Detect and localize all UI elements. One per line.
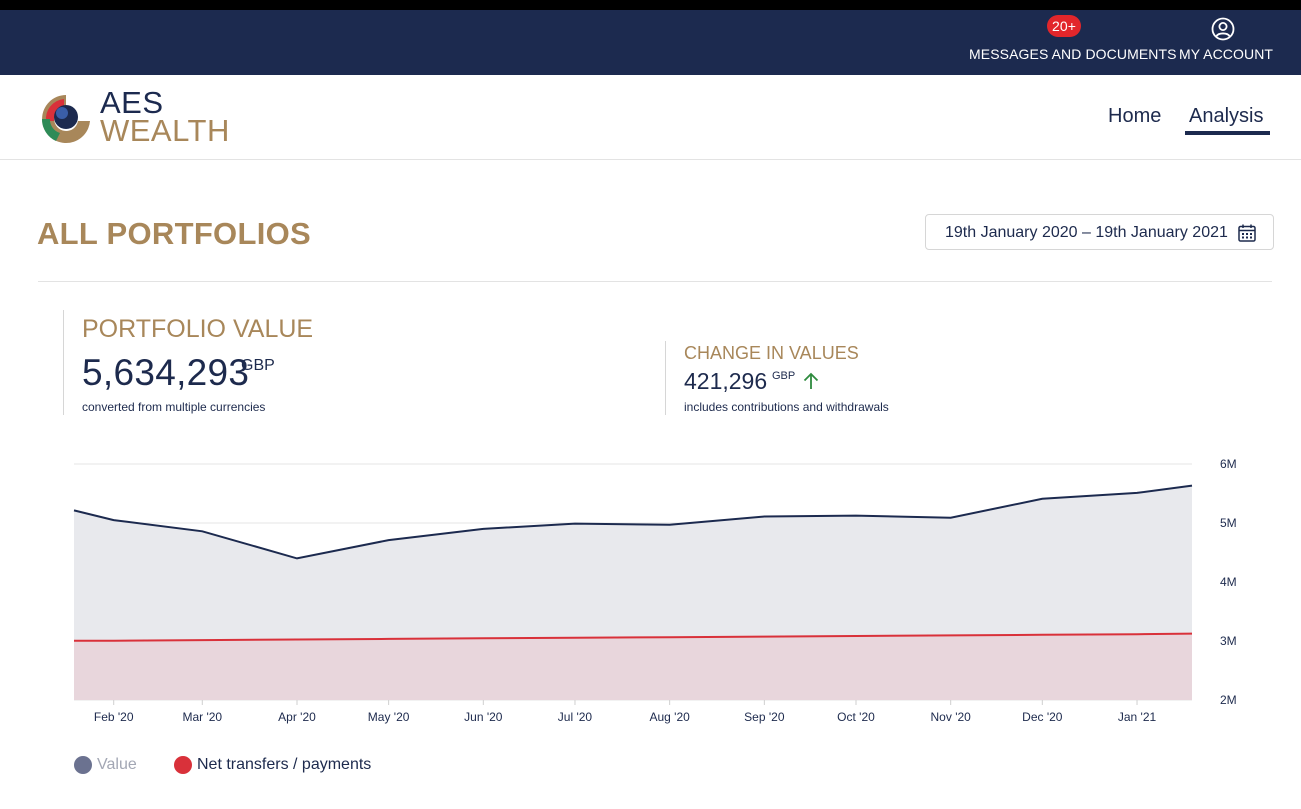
chart-areas: [74, 485, 1192, 700]
portfolio-value-chart[interactable]: 2M 3M 4M 5M 6M Feb '20 Mar '20 Apr '20 May '20 J…: [0, 440, 1301, 740]
x-tick-label: Dec '20: [1022, 710, 1063, 724]
top-bar: 20+ MESSAGES AND DOCUMENTS MY ACCOUNT: [0, 10, 1301, 75]
y-tick-label: 4M: [1220, 575, 1237, 589]
my-account-label: MY ACCOUNT: [1179, 46, 1274, 62]
portfolio-value-amount: 5,634,293: [82, 352, 250, 393]
page-title: ALL PORTFOLIOS: [37, 216, 312, 251]
chart-x-axis-labels: Feb '20 Mar '20 Apr '20 May '20 Jun '20 Jul '…: [94, 700, 1157, 724]
y-tick-label: 3M: [1220, 634, 1237, 648]
account-icon: [1211, 17, 1235, 41]
x-tick-label: Jun '20: [464, 710, 503, 724]
my-account-link[interactable]: MY ACCOUNT: [1179, 10, 1273, 75]
y-tick-label: 2M: [1220, 693, 1237, 707]
date-range-picker[interactable]: 19th January 2020 – 19th January 2021: [925, 214, 1274, 250]
date-range-text: 19th January 2020 – 19th January 2021: [945, 224, 1228, 241]
portfolio-value-note: converted from multiple currencies: [82, 400, 266, 414]
top-strip: [0, 0, 1301, 10]
x-tick-label: Oct '20: [837, 710, 875, 724]
x-tick-label: Jan '21: [1118, 710, 1157, 724]
y-tick-label: 5M: [1220, 516, 1237, 530]
logo-text-aes: AES: [100, 85, 164, 120]
x-tick-label: Sep '20: [744, 710, 785, 724]
x-tick-label: Feb '20: [94, 710, 134, 724]
main-header: AES WEALTH Home Analysis: [0, 75, 1301, 160]
legend-swatch-net-transfers: [174, 756, 192, 774]
series-line-0[interactable]: [73, 484, 1193, 560]
logo-mark-icon: [41, 95, 90, 143]
legend-swatch-value: [74, 756, 92, 774]
chart-y-axis-labels: 2M 3M 4M 5M 6M: [1220, 457, 1237, 707]
logo-text-wealth: WEALTH: [100, 113, 230, 148]
portfolio-value-heading: PORTFOLIO VALUE: [82, 315, 314, 343]
portfolio-value-stat: PORTFOLIO VALUE 5,634,293 GBP converted …: [63, 310, 393, 415]
change-in-values-stat: CHANGE IN VALUES 421,296 GBP includes co…: [665, 341, 995, 415]
change-in-values-note: includes contributions and withdrawals: [684, 400, 889, 414]
x-tick-label: Jul '20: [558, 710, 593, 724]
messages-and-documents-link[interactable]: 20+ MESSAGES AND DOCUMENTS: [969, 10, 1176, 75]
series-line-1[interactable]: [74, 632, 1193, 642]
change-in-values-currency: GBP: [772, 370, 796, 382]
x-tick-label: Aug '20: [649, 710, 690, 724]
series-area-1: [74, 633, 1192, 700]
aes-wealth-logo[interactable]: AES WEALTH: [38, 87, 238, 149]
legend-label-value: Value: [97, 756, 137, 773]
y-tick-label: 6M: [1220, 457, 1237, 471]
calendar-icon: [1238, 224, 1256, 242]
active-nav-underline: [1185, 131, 1270, 135]
legend-label-net-transfers: Net transfers / payments: [197, 756, 372, 773]
arrow-up-icon: [803, 372, 819, 389]
chart-lines: [73, 484, 1193, 642]
portfolio-value-currency: GBP: [241, 357, 275, 374]
x-tick-label: Nov '20: [931, 710, 972, 724]
nav-home[interactable]: Home: [1108, 105, 1162, 127]
x-tick-label: Apr '20: [278, 710, 316, 724]
section-divider: [38, 281, 1272, 282]
messages-count-badge: 20+: [1047, 15, 1081, 37]
nav-analysis[interactable]: Analysis: [1189, 105, 1264, 127]
x-tick-label: May '20: [368, 710, 410, 724]
change-in-values-amount: 421,296: [684, 368, 768, 394]
x-tick-label: Mar '20: [182, 710, 222, 724]
change-in-values-heading: CHANGE IN VALUES: [684, 343, 859, 363]
messages-label: MESSAGES AND DOCUMENTS: [969, 46, 1177, 62]
